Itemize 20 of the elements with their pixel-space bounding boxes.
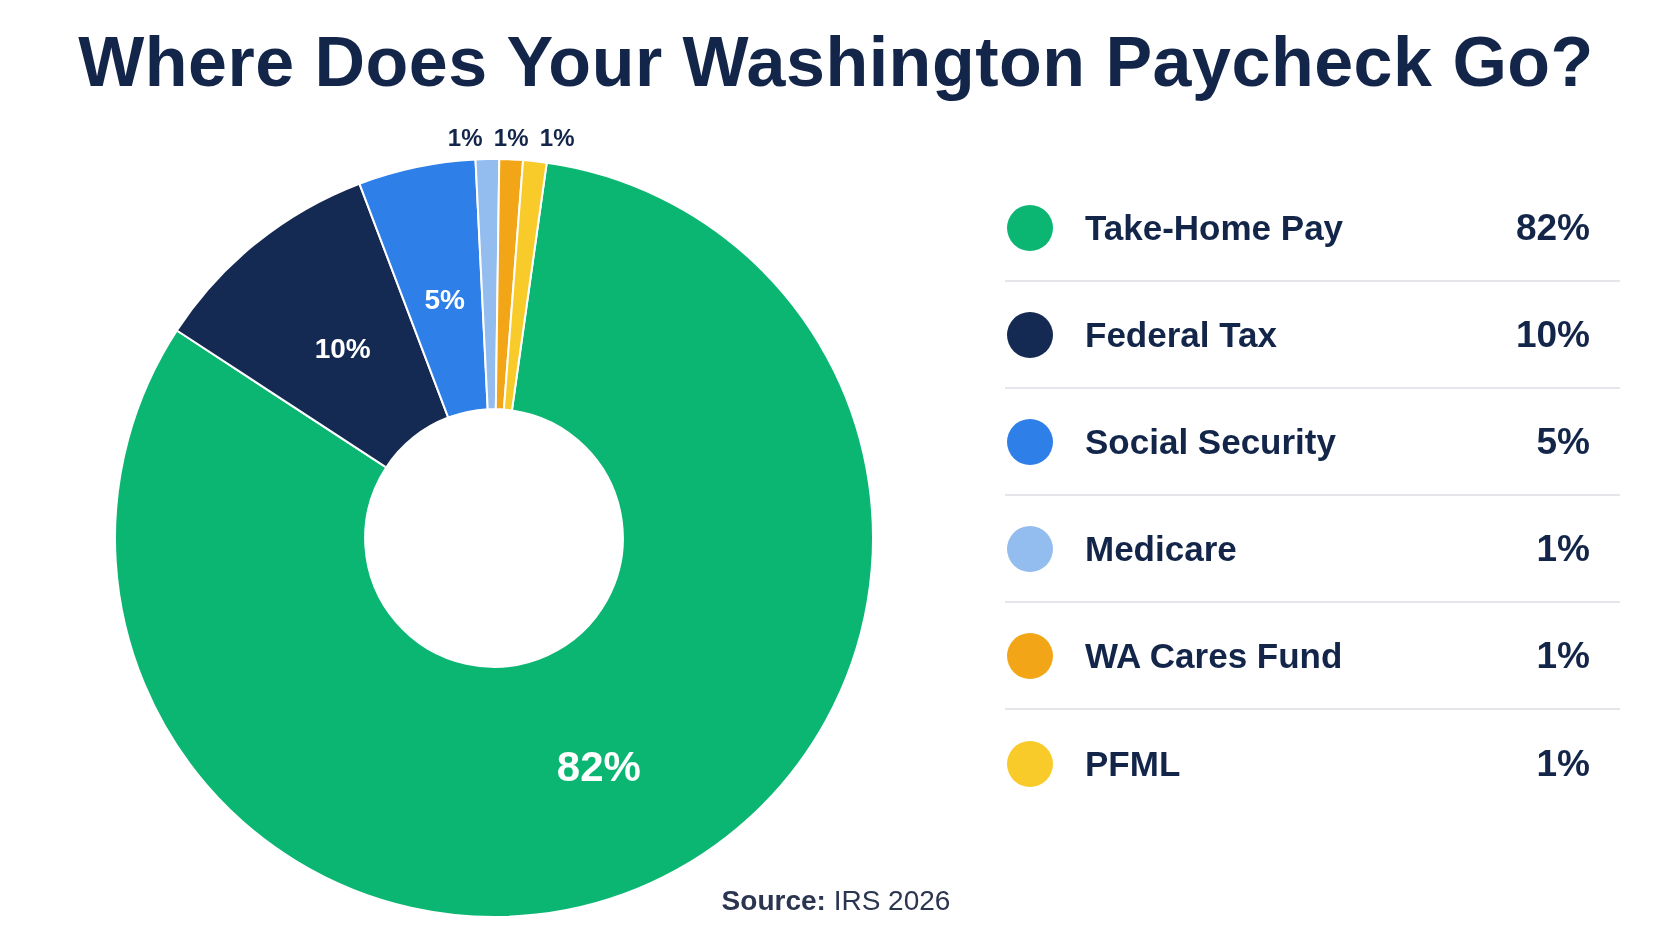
data-label: 1% <box>493 123 529 151</box>
text: 1% <box>1536 742 1590 784</box>
legend-label: Federal Tax <box>1085 314 1278 355</box>
data-label: 5% <box>424 284 465 316</box>
chart-title: Where Does Your Washington Paycheck Go? <box>77 22 1595 102</box>
legend-label: Social Security <box>1085 421 1337 462</box>
source-note: Source: IRS 2026 <box>721 885 951 916</box>
text: 1% <box>1536 634 1590 676</box>
data-label: 10% <box>314 332 371 364</box>
data-label: 82% <box>556 742 641 790</box>
legend-label: WA Cares Fund <box>1085 635 1344 676</box>
legend-label: Medicare <box>1085 528 1238 569</box>
text: 10% <box>1515 313 1590 355</box>
text: 82% <box>1515 206 1590 248</box>
legend-label: Take-Home Pay <box>1085 207 1345 248</box>
text: 1% <box>1536 527 1590 569</box>
data-label: 1% <box>447 123 483 151</box>
text: 5% <box>1536 420 1590 462</box>
data-label: 1% <box>539 123 575 151</box>
legend-label: PFML <box>1085 743 1182 784</box>
